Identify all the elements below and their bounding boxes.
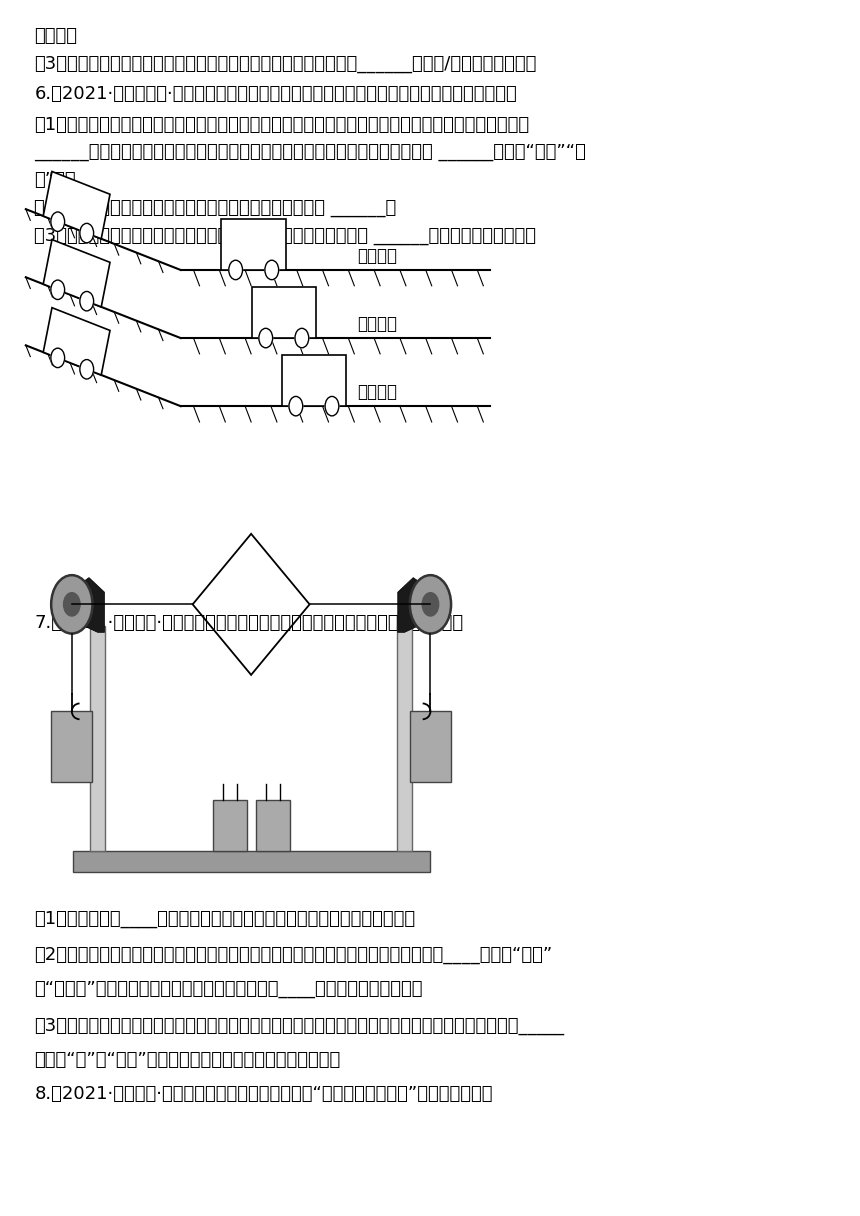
Text: （1）当物体处于____或匀速直线运动状态时，说明该物体受到的是平衡力。: （1）当物体处于____或匀速直线运动状态时，说明该物体受到的是平衡力。 [34,910,415,928]
Text: ______相同。实验发现小车受到的阻力越小，它前进的距离就越长，速度减小的 ______（选填“越快”“越: ______相同。实验发现小车受到的阻力越小，它前进的距离就越长，速度减小的 _… [34,143,587,162]
Circle shape [51,212,64,231]
Bar [252,287,316,338]
Bar [222,219,286,270]
Text: 判断的；: 判断的； [34,27,77,45]
Circle shape [51,348,64,367]
Circle shape [80,292,94,311]
Text: 慢”）；: 慢”）； [34,171,76,190]
Circle shape [80,360,94,379]
Polygon shape [43,171,110,238]
Polygon shape [43,240,110,306]
Circle shape [325,396,339,416]
Circle shape [51,280,64,299]
Circle shape [410,575,452,634]
Bar [256,800,291,851]
FancyBboxPatch shape [73,851,430,872]
Text: 毛巾表面: 毛巾表面 [357,247,397,265]
Circle shape [295,328,309,348]
Circle shape [229,260,243,280]
Text: （2）小华将系于小卡片两对角的细线分别跨过左右支架的滑轮，选择小卡片的原因是____（选填“需要”: （2）小华将系于小卡片两对角的细线分别跨过左右支架的滑轮，选择小卡片的原因是__… [34,946,553,964]
Circle shape [259,328,273,348]
Text: 8.（2021·江苏扬州·八年级期末）如图甲是小华同学“探究二力平衡条件”时的实验情景：: 8.（2021·江苏扬州·八年级期末）如图甲是小华同学“探究二力平衡条件”时的实… [34,1085,493,1103]
Circle shape [52,575,93,634]
Bar [410,711,452,782]
Circle shape [80,224,94,243]
Text: 或“不需要”）考虑小卡片的重力；实验中通过调整____，来改变拉力的大小。: 或“不需要”）考虑小卡片的重力；实验中通过调整____，来改变拉力的大小。 [34,980,423,998]
Text: （1）三次实验时必须使小车从斜面的同一高度自由滑下，目的是为了使小车在三种平面上开始运动时的: （1）三次实验时必须使小车从斜面的同一高度自由滑下，目的是为了使小车在三种平面上… [34,116,530,134]
Text: 7.（2021·江苏扬州·八年级期末）如图是小华同学探究二力平衡条件时的实验情景。: 7.（2021·江苏扬州·八年级期末）如图是小华同学探究二力平衡条件时的实验情景… [34,614,464,632]
Text: 6.（2021·江苏连云港·八年级期末）为探究物体不受力时怎样运动，我们做了如图所示的实验。: 6.（2021·江苏连云港·八年级期末）为探究物体不受力时怎样运动，我们做了如图… [34,85,517,103]
Bar [213,800,248,851]
Bar [90,626,105,851]
Text: （选填“能”或“不能”）平衡，则证明平衡力应在同一直线上。: （选填“能”或“不能”）平衡，则证明平衡力应在同一直线上。 [34,1051,341,1069]
Text: （3）上述结论是在实验的基础上，经过推理得出结论，以前学过探究 ______实验也运用到此方法。: （3）上述结论是在实验的基础上，经过推理得出结论，以前学过探究 ______实验… [34,227,537,246]
Bar [282,355,346,406]
Text: 纸板表面: 纸板表面 [357,315,397,333]
Bar [52,711,93,782]
Text: （2）由此我们可以推断：假如小车受到的阻力为零，它将做 ______；: （2）由此我们可以推断：假如小车受到的阻力为零，它将做 ______； [34,199,396,218]
Circle shape [64,592,80,617]
Text: 玻璃表面: 玻璃表面 [357,383,397,401]
Polygon shape [397,578,431,632]
Polygon shape [72,578,105,632]
Bar [397,626,412,851]
Circle shape [289,396,303,416]
Circle shape [265,260,279,280]
Text: （3）为探究平衡力是否在同一直线上，进行如下操作：当小卡片平衡后，将卡片旋转，松手后若卡片_____: （3）为探究平衡力是否在同一直线上，进行如下操作：当小卡片平衡后，将卡片旋转，松… [34,1017,564,1035]
Polygon shape [43,308,110,375]
Circle shape [422,592,439,617]
Text: （3）由上述实验推测，若小车在水平面上所受的阻力为零，它将做______（匀速/变速）直线运动。: （3）由上述实验推测，若小车在水平面上所受的阻力为零，它将做______（匀速/… [34,55,537,73]
